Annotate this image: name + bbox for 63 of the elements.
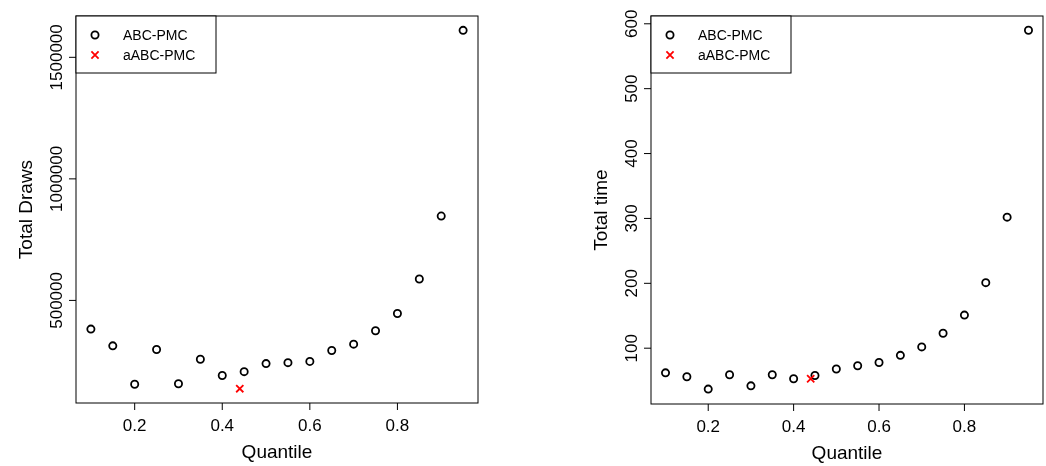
point xyxy=(371,326,381,336)
legend-label: ABC-PMC xyxy=(698,27,763,43)
point xyxy=(239,367,249,377)
point xyxy=(831,364,841,374)
y-tick-label: 1000000 xyxy=(47,145,66,212)
point xyxy=(414,274,424,284)
legend-label: aABC-PMC xyxy=(698,47,771,63)
point xyxy=(682,372,692,382)
y-tick-label: 400 xyxy=(622,139,641,168)
point xyxy=(895,350,905,360)
point xyxy=(806,374,816,384)
x-axis-title: Quantile xyxy=(241,441,313,462)
y-tick-label: 500 xyxy=(622,74,641,103)
x-tick-label: 0.2 xyxy=(122,416,147,435)
y-tick-label: 1500000 xyxy=(47,24,66,91)
point xyxy=(853,361,863,371)
point xyxy=(725,370,735,380)
point xyxy=(981,278,991,288)
y-tick-label: 500000 xyxy=(47,272,66,329)
point xyxy=(305,356,315,366)
x-tick-label: 0.4 xyxy=(210,416,235,435)
x-tick-label: 0.8 xyxy=(952,417,977,436)
point xyxy=(1002,212,1012,222)
point xyxy=(874,357,884,367)
point xyxy=(86,324,96,334)
point xyxy=(392,309,402,319)
x-tick-label: 0.6 xyxy=(298,416,322,435)
point xyxy=(195,354,205,364)
x-tick-label: 0.8 xyxy=(385,416,410,435)
point xyxy=(327,345,337,355)
point xyxy=(938,328,948,338)
point xyxy=(767,370,777,380)
point xyxy=(959,310,969,320)
point xyxy=(152,345,162,355)
y-axis-title: Total time xyxy=(590,169,611,251)
y-tick-label: 100 xyxy=(622,334,641,363)
point xyxy=(349,339,359,349)
y-tick-label: 200 xyxy=(622,269,641,298)
y-tick-label: 300 xyxy=(622,204,641,233)
x-tick-label: 0.6 xyxy=(867,417,891,436)
point xyxy=(108,341,118,351)
y-axis-title: Total Draws xyxy=(15,159,36,260)
point xyxy=(917,342,927,352)
point xyxy=(458,25,468,35)
x-tick-label: 0.4 xyxy=(781,417,806,436)
point xyxy=(746,381,756,391)
point xyxy=(810,370,820,380)
point xyxy=(235,384,245,394)
point xyxy=(217,371,227,381)
point xyxy=(1023,25,1033,35)
y-tick-label: 600 xyxy=(622,9,641,38)
x-axis-title: Quantile xyxy=(811,442,883,463)
point xyxy=(173,379,183,389)
point xyxy=(703,384,713,394)
point xyxy=(436,211,446,221)
point xyxy=(789,374,799,384)
point xyxy=(661,368,671,378)
point xyxy=(283,358,293,368)
legend-label: aABC-PMC xyxy=(123,47,196,63)
legend-label: ABC-PMC xyxy=(123,27,188,43)
point xyxy=(261,359,271,369)
x-tick-label: 0.2 xyxy=(696,417,721,436)
point xyxy=(130,379,140,389)
